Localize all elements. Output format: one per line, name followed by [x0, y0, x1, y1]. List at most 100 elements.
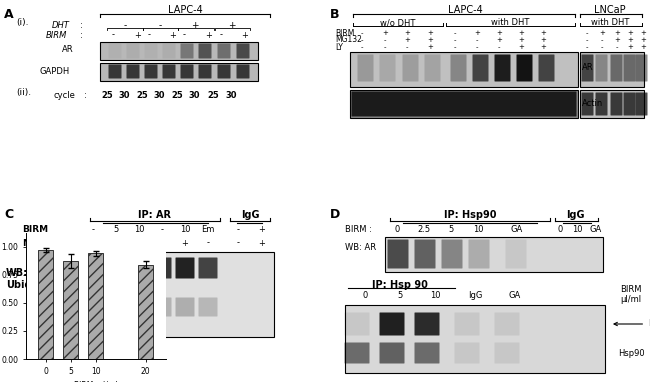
Text: +: +: [599, 30, 605, 36]
Text: +: +: [627, 44, 633, 50]
Text: (ii).: (ii).: [16, 88, 31, 97]
Text: w/o DHT: w/o DHT: [380, 18, 416, 27]
Text: -: -: [406, 44, 408, 50]
Bar: [385, 237, 603, 272]
Text: 5: 5: [113, 225, 118, 235]
FancyBboxPatch shape: [109, 65, 122, 78]
Text: 30: 30: [226, 92, 237, 100]
FancyBboxPatch shape: [387, 240, 408, 269]
Text: N-Ac-Lys: N-Ac-Lys: [614, 319, 650, 329]
Text: BIRM: BIRM: [335, 29, 354, 37]
Text: IP: AR: IP: AR: [138, 210, 172, 220]
Text: +: +: [259, 225, 265, 235]
FancyBboxPatch shape: [344, 343, 369, 364]
Text: -: -: [161, 225, 164, 235]
Text: +: +: [496, 30, 502, 36]
Text: LAPC-4: LAPC-4: [168, 5, 202, 15]
FancyBboxPatch shape: [582, 92, 593, 115]
Text: D: D: [330, 208, 340, 221]
FancyBboxPatch shape: [352, 92, 577, 117]
FancyBboxPatch shape: [380, 55, 395, 81]
Text: IgG: IgG: [468, 290, 482, 299]
Text: +: +: [191, 21, 199, 31]
FancyBboxPatch shape: [127, 44, 140, 58]
Text: AR: AR: [582, 63, 593, 73]
Text: +: +: [640, 37, 646, 43]
Text: 10: 10: [473, 225, 483, 235]
FancyBboxPatch shape: [495, 312, 519, 335]
Text: Ubiquitin: Ubiquitin: [6, 280, 57, 290]
Text: 25: 25: [101, 92, 113, 100]
Text: -: -: [454, 37, 456, 43]
FancyBboxPatch shape: [237, 65, 250, 78]
Text: 0: 0: [363, 290, 368, 299]
Text: +: +: [496, 37, 502, 43]
Text: MG132: MG132: [335, 36, 362, 44]
Text: -: -: [601, 44, 603, 50]
Text: +: +: [382, 30, 388, 36]
FancyBboxPatch shape: [402, 55, 419, 81]
FancyBboxPatch shape: [162, 65, 176, 78]
Text: -: -: [384, 37, 386, 43]
Text: -: -: [92, 225, 94, 235]
FancyBboxPatch shape: [469, 240, 489, 269]
Text: 10: 10: [430, 290, 440, 299]
Text: +: +: [640, 44, 646, 50]
Text: WB:: WB:: [6, 268, 28, 278]
FancyBboxPatch shape: [506, 240, 526, 269]
FancyBboxPatch shape: [473, 55, 489, 81]
FancyBboxPatch shape: [153, 257, 172, 278]
Text: IP: Hsp 90: IP: Hsp 90: [372, 280, 428, 290]
FancyBboxPatch shape: [636, 92, 647, 115]
Text: -: -: [159, 21, 162, 31]
Text: 30: 30: [118, 92, 130, 100]
Text: +: +: [614, 37, 620, 43]
Text: -: -: [586, 37, 588, 43]
Text: μl/ml: μl/ml: [620, 296, 641, 304]
Text: +: +: [259, 238, 265, 248]
FancyBboxPatch shape: [454, 312, 480, 335]
Text: BIRM :: BIRM :: [345, 225, 372, 235]
Text: 5: 5: [448, 225, 454, 235]
Bar: [38, 250, 53, 359]
Text: 25: 25: [207, 92, 219, 100]
FancyBboxPatch shape: [380, 312, 404, 335]
FancyBboxPatch shape: [582, 55, 593, 81]
Text: Em: Em: [202, 225, 214, 235]
Text: -: -: [586, 44, 588, 50]
Text: LY: LY: [335, 42, 343, 52]
Bar: [88, 253, 103, 359]
Text: +: +: [404, 30, 410, 36]
FancyBboxPatch shape: [181, 65, 194, 78]
Text: 10: 10: [572, 225, 582, 235]
FancyBboxPatch shape: [129, 298, 148, 317]
Text: -: -: [384, 44, 386, 50]
Text: -: -: [237, 238, 239, 248]
FancyBboxPatch shape: [144, 65, 157, 78]
Text: +: +: [540, 37, 546, 43]
Text: -: -: [586, 30, 588, 36]
Bar: [100, 63, 258, 81]
Text: C: C: [4, 208, 13, 221]
Text: -: -: [476, 44, 478, 50]
Text: -: -: [220, 31, 222, 39]
Text: 25: 25: [171, 92, 183, 100]
Text: +: +: [242, 31, 248, 39]
FancyBboxPatch shape: [198, 257, 218, 278]
FancyBboxPatch shape: [595, 55, 608, 81]
Text: GA: GA: [511, 225, 523, 235]
Bar: [78, 252, 274, 337]
FancyBboxPatch shape: [380, 343, 404, 364]
Text: +: +: [614, 30, 620, 36]
FancyBboxPatch shape: [358, 55, 374, 81]
Text: :: :: [84, 92, 86, 100]
Text: +: +: [228, 21, 236, 31]
Text: DHT: DHT: [52, 21, 70, 31]
Text: +: +: [170, 31, 176, 39]
FancyBboxPatch shape: [153, 298, 172, 317]
Text: -: -: [237, 225, 239, 235]
Text: +: +: [518, 37, 524, 43]
Bar: [345, 305, 605, 373]
Text: B: B: [330, 8, 339, 21]
Text: Actin: Actin: [582, 99, 603, 108]
